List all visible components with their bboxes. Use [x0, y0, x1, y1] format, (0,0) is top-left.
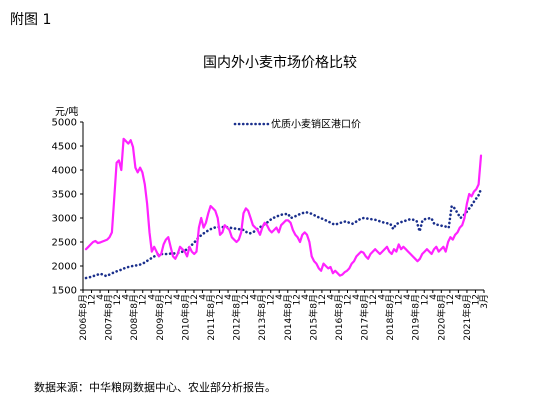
x-tick-label: 4: [173, 294, 183, 300]
x-tick-label: 2010年8月: [179, 294, 191, 341]
x-tick-label: 4: [198, 294, 208, 300]
y-tick-label: 2000: [52, 262, 77, 273]
y-tick-label: 4500: [52, 142, 77, 153]
x-tick-label: 2016年8月: [333, 294, 345, 341]
x-tick-label: 3月: [479, 294, 490, 309]
y-axis-label: 元/吨: [55, 105, 78, 118]
data-source-note: 数据来源：中华粮网数据中心、农业部分析报告。: [34, 381, 276, 394]
x-tick-label: 2017年8月: [359, 294, 371, 341]
x-tick-label: 4: [122, 294, 132, 300]
x-tick-label: 12: [267, 294, 277, 305]
x-tick-label: 12: [216, 294, 226, 305]
series-line-port-price: [84, 187, 483, 280]
x-tick-label: 12: [164, 294, 174, 305]
x-tick-label: 4: [147, 294, 157, 300]
x-tick-label: 4: [224, 294, 234, 300]
y-tick-label: 3000: [52, 214, 77, 225]
x-tick-label: 4: [301, 294, 311, 300]
x-tick-label: 4: [275, 294, 285, 300]
x-tick-label: 12: [446, 294, 456, 305]
x-tick-label: 2012年8月: [231, 294, 243, 341]
x-tick-label: 12: [241, 294, 251, 305]
y-tick-label: 5000: [52, 118, 77, 129]
x-tick-label: 2015年8月: [307, 294, 319, 341]
figure-caption: 附图 1: [10, 12, 52, 28]
x-tick-label: 4: [403, 294, 413, 300]
y-tick-label: 1500: [52, 286, 77, 297]
x-tick-label: 12: [420, 294, 430, 305]
x-tick-label: 12: [369, 294, 379, 305]
x-tick-label: 12: [318, 294, 328, 305]
x-tick-label: 2013年8月: [256, 294, 268, 341]
x-tick-label: 12: [292, 294, 302, 305]
x-tick-label: 2008年8月: [128, 294, 140, 341]
x-tick-label: 2011年8月: [205, 294, 217, 341]
x-tick-label: 2006年8月: [77, 294, 89, 341]
x-tick-label: 4: [96, 294, 106, 300]
x-tick-label: 2007年8月: [103, 294, 115, 341]
x-tick-label: 12: [343, 294, 353, 305]
legend-label-port-price: 优质小麦销区港口价: [271, 118, 361, 131]
x-tick-label: 2019年8月: [410, 294, 422, 341]
x-tick-label: 2018年8月: [384, 294, 396, 341]
x-tick-label: 4: [352, 294, 362, 300]
chart-plot-area: [84, 137, 483, 280]
x-tick-label: 4: [326, 294, 336, 300]
x-tick-label: 12: [471, 294, 481, 305]
y-tick-label: 4000: [52, 166, 77, 177]
x-tick-label: 2014年8月: [282, 294, 294, 341]
x-tick-label: 12: [190, 294, 200, 305]
x-tick-label: 2009年8月: [154, 294, 166, 341]
x-tick-label: 2021年8月: [461, 294, 473, 341]
y-tick-label: 3500: [52, 190, 77, 201]
chart-legend: 优质小麦销区港口价: [233, 118, 361, 131]
x-tick-label: 12: [395, 294, 405, 305]
x-tick-label: 12: [88, 294, 98, 305]
x-tick-label: 2020年8月: [435, 294, 447, 341]
x-tick-label: 4: [429, 294, 439, 300]
x-tick-label: 12: [113, 294, 123, 305]
chart-title: 国内外小麦市场价格比较: [203, 55, 357, 71]
series-line-magenta: [84, 137, 483, 277]
x-tick-label: 4: [454, 294, 464, 300]
y-tick-label: 2500: [52, 238, 77, 249]
x-tick-label: 4: [378, 294, 388, 300]
x-tick-label: 12: [139, 294, 149, 305]
x-tick-label: 4: [250, 294, 260, 300]
